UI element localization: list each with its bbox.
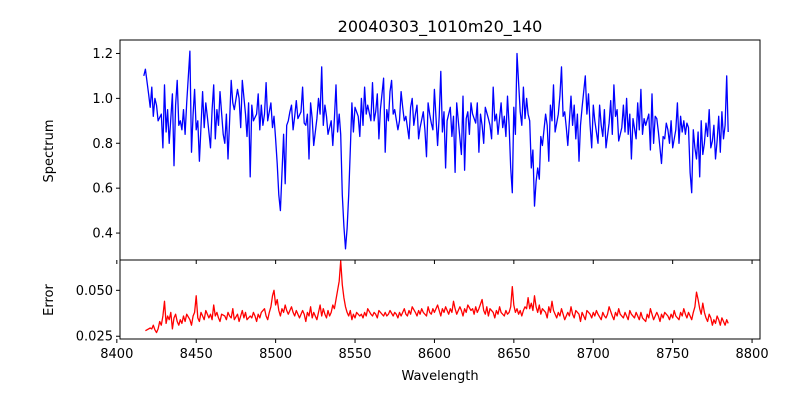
x-tick-label: 8450: [180, 347, 213, 362]
x-tick-label: 8700: [577, 347, 610, 362]
x-tick-label: 8400: [100, 347, 133, 362]
x-tick-label: 8500: [259, 347, 292, 362]
error-y-tick-label: 0.050: [76, 284, 113, 299]
x-tick-label: 8650: [497, 347, 530, 362]
error-axes-frame: [119, 259, 761, 340]
x-tick-label: 8550: [338, 347, 371, 362]
spectrum-y-tick-label: 1.2: [92, 47, 113, 62]
spectrum-y-tick-label: 0.6: [92, 182, 113, 197]
error-panel: Error 0.025 0.050: [42, 259, 761, 345]
spectrum-y-tick-label: 0.8: [92, 137, 113, 152]
spectrum-y-tick-label: 1.0: [92, 92, 113, 107]
spectrum-y-axis-label: Spectrum: [42, 120, 57, 183]
x-tick-label: 8800: [736, 347, 769, 362]
spectrum-y-tick-label: 0.4: [92, 227, 113, 242]
x-tick-label: 8600: [418, 347, 451, 362]
x-axis-label: Wavelength: [401, 369, 478, 384]
error-y-axis-label: Error: [42, 284, 57, 316]
x-tick-label: 8750: [656, 347, 689, 362]
error-series-line: [145, 260, 729, 334]
error-y-tick-label: 0.025: [76, 330, 113, 345]
chart-title: 20040303_1010m20_140: [338, 17, 543, 37]
spectrum-series-line: [143, 50, 729, 250]
